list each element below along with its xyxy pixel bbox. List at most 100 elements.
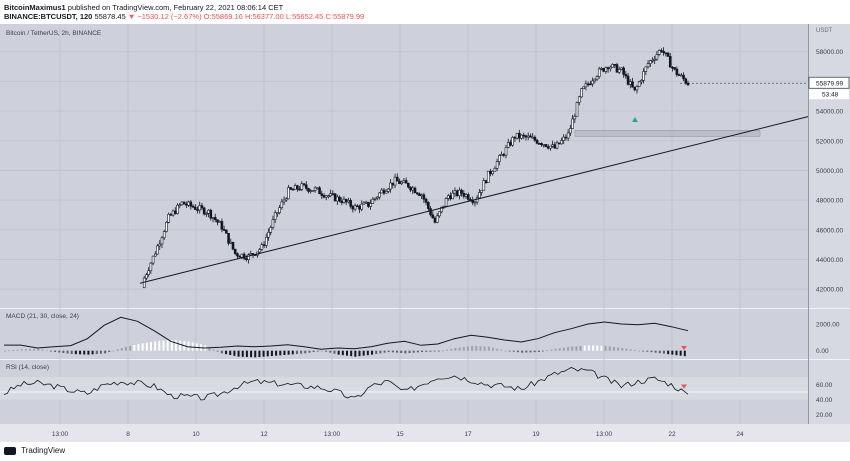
macd-histogram-bar [49, 350, 52, 352]
candle-up [309, 190, 312, 192]
candle-up [258, 249, 261, 253]
macd-histogram-bar [295, 350, 298, 354]
candle-down [413, 187, 417, 194]
candle-up [156, 245, 159, 255]
candle-down [433, 217, 437, 223]
candle-down [202, 207, 206, 215]
macd-histogram-bar [637, 350, 640, 352]
candle-down [533, 136, 537, 141]
candle-up [300, 183, 304, 190]
macd-histogram-bar [108, 350, 111, 352]
candle-down [535, 139, 539, 144]
candle-down [677, 74, 681, 76]
macd-histogram-bar [170, 340, 173, 351]
candle-up [247, 254, 250, 260]
macd-histogram-bar [466, 346, 469, 351]
macd-histogram-bar [74, 350, 77, 355]
candle-up [520, 134, 523, 139]
candle-up [577, 96, 581, 103]
macd-histogram-bar [308, 350, 311, 353]
candle-down [358, 205, 361, 210]
brand-name: TradingView [21, 446, 66, 455]
candle-down [557, 142, 561, 145]
symbol-label[interactable]: BINANCE:BTCUSDT, 120 [4, 12, 93, 21]
macd-histogram-bar [479, 346, 482, 351]
candle-up [637, 81, 641, 87]
macd-histogram-bar [99, 350, 102, 354]
author-name[interactable]: BitcoinMaximus1 [4, 3, 66, 12]
macd-histogram-bar [429, 350, 432, 352]
tradingview-logo[interactable]: TradingView [4, 446, 65, 455]
time-tick-label: 13:00 [596, 431, 613, 438]
candle-up [478, 192, 481, 199]
candle-up [276, 212, 279, 214]
macd-histogram-bar [4, 350, 6, 352]
candle-down [382, 189, 386, 194]
candle-down [338, 196, 341, 202]
candle-up [473, 201, 477, 204]
chart-svg[interactable]: 42000.00 44000.00 46000.00 48000.00 50000.00… [0, 24, 850, 442]
chart-area[interactable]: 42000.00 44000.00 46000.00 48000.00 50000.00… [0, 24, 850, 442]
macd-histogram-bar [567, 347, 570, 351]
candle-down [537, 143, 541, 145]
price-change: ▼ −1530.12 (−2.67%) [127, 12, 202, 21]
macd-histogram-bar [16, 349, 19, 351]
candle-down [455, 190, 459, 197]
candle-up [444, 198, 448, 207]
last-price-label: 55879.99 [816, 81, 843, 88]
candle-up [464, 194, 468, 197]
candle-down [422, 194, 426, 200]
price-tick-label: 48000.00 [816, 198, 843, 205]
candle-down [427, 202, 430, 209]
candle-down [418, 193, 421, 196]
candle-up [657, 50, 661, 55]
candle-up [260, 244, 264, 250]
candle-down [622, 67, 625, 75]
macd-histogram-bar [312, 350, 315, 352]
candle-up [480, 189, 483, 193]
macd-histogram-bar [270, 350, 273, 356]
macd-histogram-bar [216, 350, 219, 352]
candle-down [349, 200, 352, 207]
candle-up [327, 195, 330, 198]
candle-down [682, 74, 685, 80]
candle-up [218, 221, 221, 223]
macd-histogram-bar [320, 350, 323, 352]
rsi-tick-label: 40.00 [816, 397, 833, 404]
macd-histogram-bar [62, 350, 65, 353]
candle-up [360, 203, 364, 210]
buy-signal-icon [632, 117, 638, 122]
candle-up [575, 102, 579, 117]
candle-up [267, 232, 270, 238]
candle-down [462, 193, 466, 197]
price-tick-label: 54000.00 [816, 109, 843, 116]
candle-down [513, 137, 517, 139]
candle-up [498, 155, 501, 162]
publish-info: BitcoinMaximus1 published on TradingView… [4, 3, 283, 12]
candle-down [522, 134, 526, 137]
candle-down [298, 188, 301, 191]
candle-down [304, 184, 308, 189]
macd-histogram-bar [12, 350, 15, 351]
candle-up [171, 210, 175, 216]
candle-up [187, 201, 190, 206]
macd-histogram-bar [554, 348, 557, 351]
time-axis-background [0, 424, 850, 442]
candle-down [404, 180, 408, 184]
macd-histogram-bar [24, 349, 27, 351]
candle-down [673, 67, 676, 70]
macd-histogram-bar [300, 350, 303, 354]
candle-up [549, 145, 552, 149]
macd-histogram-bar [104, 350, 107, 354]
candle-up [273, 212, 277, 220]
candle-down [291, 188, 295, 191]
macd-histogram-bar [579, 346, 582, 351]
macd-histogram-bar [667, 350, 670, 355]
macd-histogram-bar [408, 350, 411, 353]
candle-up [353, 205, 357, 210]
macd-histogram-bar [233, 350, 236, 356]
macd-histogram-bar [179, 340, 182, 351]
candle-down [553, 144, 557, 149]
macd-histogram-bar [654, 350, 657, 353]
macd-histogram-bar [587, 345, 590, 351]
